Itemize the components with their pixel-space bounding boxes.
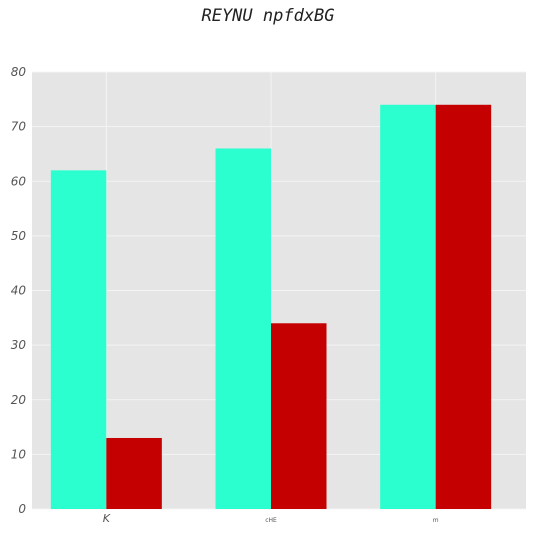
x-tick-label: m: [433, 517, 439, 524]
y-tick-label: 30: [11, 338, 27, 352]
bars: [50, 104, 492, 510]
bar: [435, 104, 492, 510]
y-tick-label: 0: [18, 502, 26, 516]
y-axis-ticks: 0 10 20 30 40 50 60 70 80: [11, 65, 27, 516]
chart-title: REYNU npfdxBG: [201, 6, 335, 26]
y-tick-label: 70: [11, 120, 27, 134]
x-tick-label: cHE: [265, 517, 277, 524]
bar: [106, 437, 162, 509]
x-tick-label: K: [103, 512, 111, 525]
y-tick-label: 50: [11, 229, 27, 243]
y-tick-label: 10: [11, 447, 27, 461]
bar: [380, 104, 436, 510]
y-tick-label: 20: [11, 393, 27, 407]
y-tick-label: 40: [11, 284, 27, 298]
bar: [215, 148, 271, 509]
y-tick-label: 80: [11, 65, 27, 79]
bar: [271, 323, 327, 509]
y-tick-label: 60: [11, 174, 27, 188]
bar: [50, 170, 107, 509]
